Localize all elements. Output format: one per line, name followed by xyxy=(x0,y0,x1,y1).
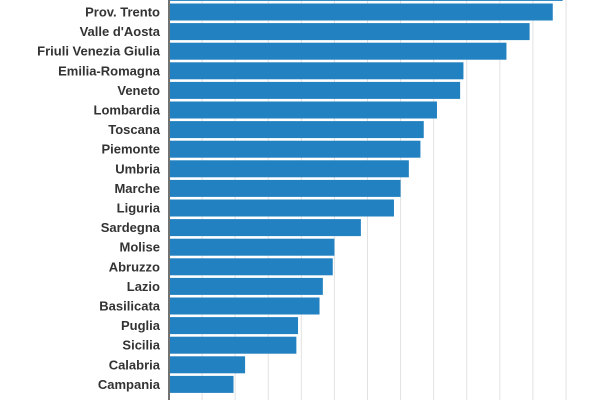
bar xyxy=(170,160,409,178)
category-label: Emilia-Romagna xyxy=(58,63,161,78)
bar xyxy=(170,375,234,393)
category-label: Lombardia xyxy=(94,103,161,118)
category-label: Sardegna xyxy=(101,220,161,235)
bar xyxy=(170,336,297,354)
bar xyxy=(170,121,424,139)
category-label: Molise xyxy=(120,240,160,255)
category-label: Calabria xyxy=(109,357,161,372)
category-label: Puglia xyxy=(121,318,161,333)
bar xyxy=(170,81,461,99)
category-label: Liguria xyxy=(117,201,161,216)
bar xyxy=(170,62,464,80)
category-label: Valle d'Aosta xyxy=(80,24,161,39)
category-label: Marche xyxy=(114,181,160,196)
category-label: Basilicata xyxy=(99,299,160,314)
category-label: Sicilia xyxy=(122,338,160,353)
bar xyxy=(170,317,299,335)
bar xyxy=(170,238,335,256)
bar xyxy=(170,140,421,158)
bar xyxy=(170,297,320,315)
category-label: Lazio xyxy=(127,279,160,294)
category-label: Veneto xyxy=(117,83,160,98)
bar xyxy=(170,101,437,119)
bar xyxy=(170,0,563,1)
bar xyxy=(170,3,553,21)
bar xyxy=(170,356,246,374)
bar xyxy=(170,179,401,197)
bar xyxy=(170,277,323,295)
bar xyxy=(170,199,394,217)
category-label: Prov. Trento xyxy=(85,5,160,20)
category-label: Piemonte xyxy=(101,142,160,157)
bar xyxy=(170,23,530,41)
category-label: Abruzzo xyxy=(109,259,160,274)
bar xyxy=(170,42,507,60)
category-label: Friuli Venezia Giulia xyxy=(37,44,161,59)
category-label: Toscana xyxy=(108,122,161,137)
category-label: Campania xyxy=(98,377,161,392)
bar xyxy=(170,219,361,237)
bar xyxy=(170,258,333,276)
category-label: Umbria xyxy=(115,161,161,176)
